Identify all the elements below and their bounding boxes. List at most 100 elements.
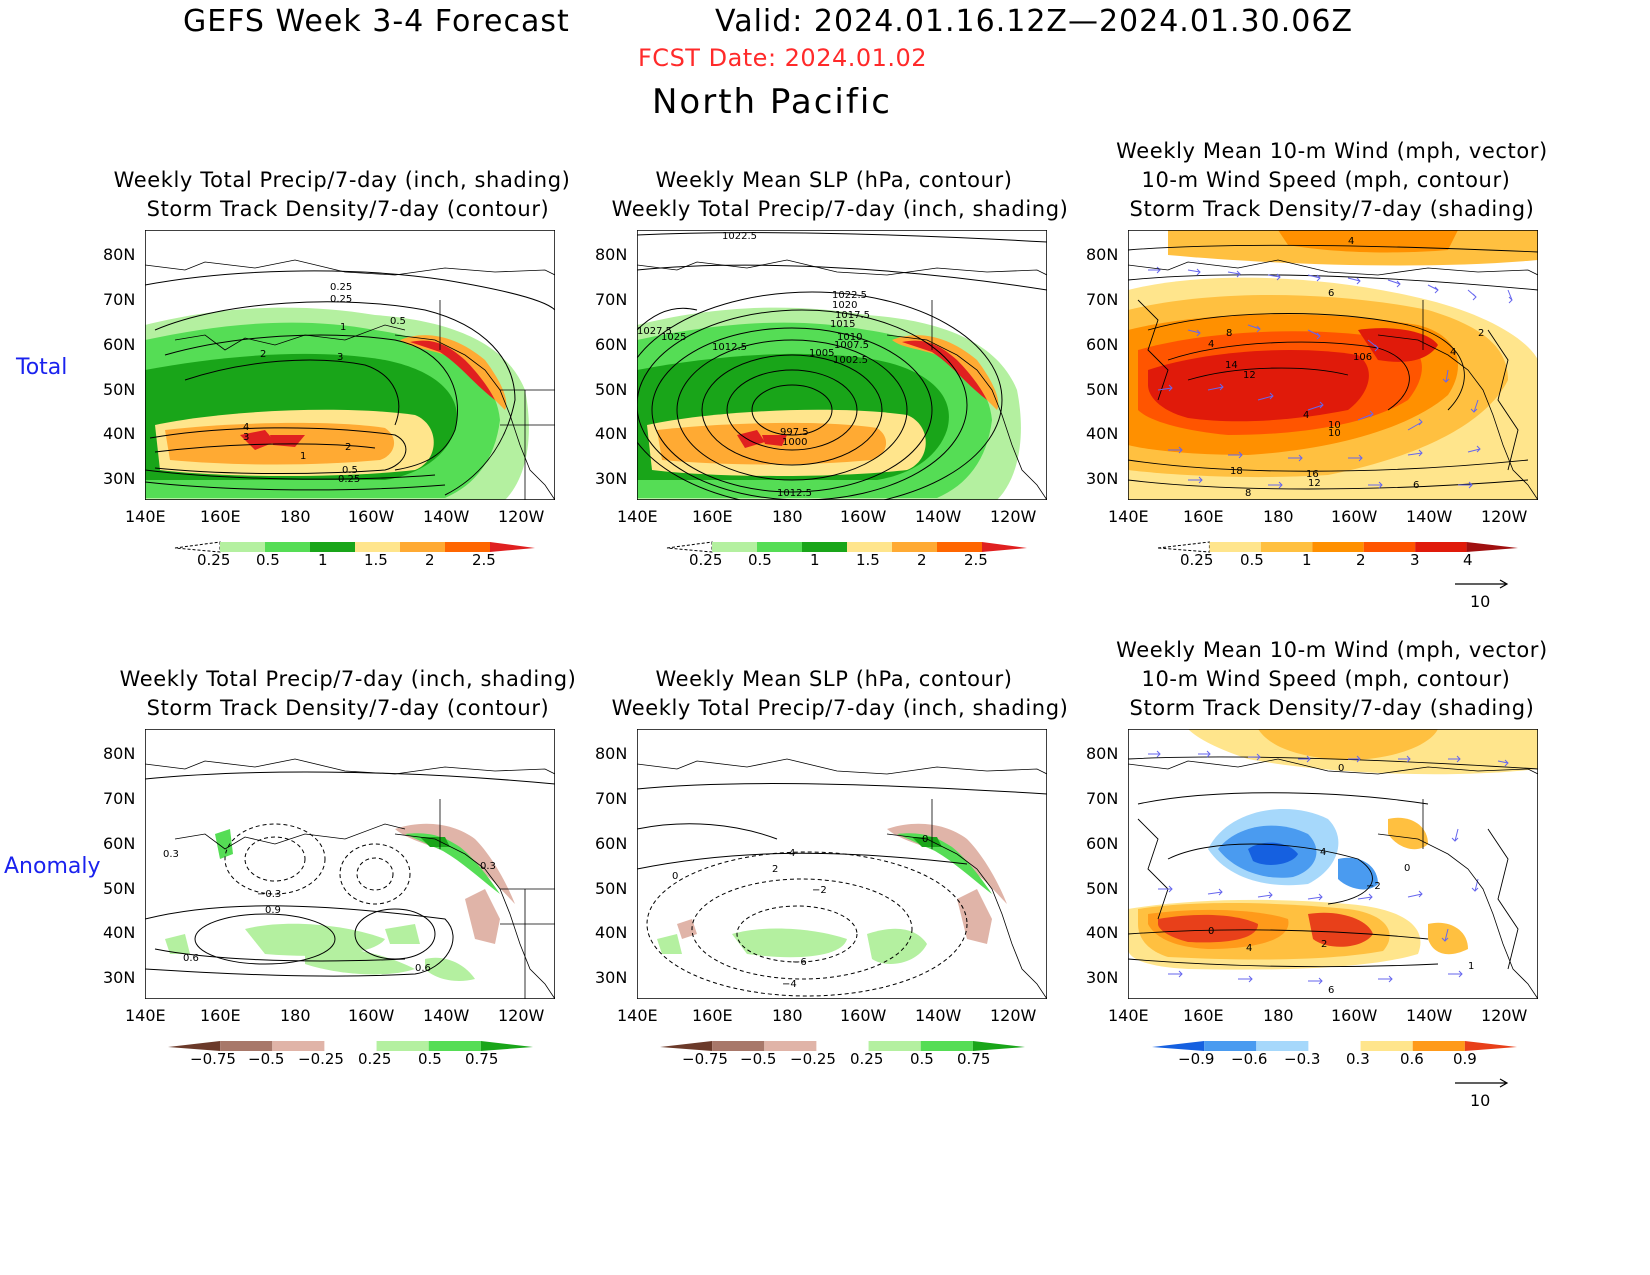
- panel-title-anom-precip-line2: Storm Track Density/7-day (contour): [146, 696, 550, 720]
- lat-tick: 70N: [1086, 789, 1119, 808]
- lat-tick: 70N: [595, 789, 628, 808]
- slp-label-4: 1015: [830, 319, 855, 330]
- colorbar-total-precip-2: [666, 541, 1027, 553]
- anomaly-wind-vectors: [1148, 750, 1509, 985]
- colorbar-label: 0.9: [1453, 1050, 1477, 1068]
- colorbar-segment: [1308, 1041, 1361, 1051]
- colorbar-segment: [1412, 1041, 1465, 1051]
- lon-tick: 160W: [840, 507, 887, 526]
- map-panel-anom-slp: 0 2 4 −2 −6 −4 0: [637, 729, 1047, 999]
- colorbar-label: 0.25: [689, 551, 723, 569]
- lat-tick: 70N: [1086, 290, 1119, 309]
- colorbar-segment: [1204, 1041, 1257, 1051]
- colorbar-label: 2: [1356, 551, 1366, 569]
- wind-label-10: 18: [1230, 466, 1243, 477]
- colorbar-anom-precip-2: [660, 1041, 1025, 1051]
- wind-anom-label-4: 2: [1321, 939, 1327, 950]
- slp-anom-label-6: 0: [922, 834, 928, 845]
- slp-label-0: 1022.5: [722, 231, 757, 242]
- wind-anom-label-8: 1: [1468, 961, 1474, 972]
- colorbar-label: 1.5: [856, 551, 880, 569]
- colorbar-label: −0.5: [248, 1050, 285, 1068]
- lat-tick: 30N: [595, 469, 628, 488]
- lat-tick: 30N: [103, 968, 136, 987]
- map-panel-anom-wind: 0 4 0 4 2 −2 0 6 1: [1128, 729, 1538, 999]
- lon-tick: 120W: [498, 1006, 545, 1025]
- panel-title-anom-wind-line1: Weekly Mean 10-m Wind (mph, vector): [1116, 638, 1548, 662]
- slp-label-9: 1002.5: [833, 355, 868, 366]
- colorbar-label: 4: [1463, 551, 1473, 569]
- lon-tick: 140E: [617, 507, 658, 526]
- colorbar-total-precip-1: [174, 541, 535, 553]
- lat-tick: 70N: [103, 290, 136, 309]
- wind-anom-label-3: 4: [1246, 943, 1252, 954]
- wind-label-7: 4: [1303, 410, 1309, 421]
- wind-anom-label-2: 0: [1208, 926, 1214, 937]
- lat-tick: 80N: [595, 245, 628, 264]
- wind-anom-label-5: −2: [1366, 881, 1381, 892]
- lon-tick: 160W: [348, 1006, 395, 1025]
- colorbar-label: 1: [318, 551, 328, 569]
- vector-reference-arrow-total: [1455, 579, 1509, 589]
- colorbar-segment: [310, 542, 355, 552]
- lon-tick: 140W: [423, 1006, 470, 1025]
- wind-label-3: 14: [1225, 360, 1238, 371]
- wind-vectors: [1148, 266, 1513, 489]
- colorbar-segment: [1152, 1041, 1205, 1051]
- contour-label-5: 3: [337, 352, 343, 363]
- wind-label-6: 4: [1208, 339, 1214, 350]
- colorbar-segment: [982, 542, 1027, 552]
- row-label-total: Total: [16, 355, 68, 380]
- lat-tick: 30N: [1086, 968, 1119, 987]
- contour-label-6: 4: [243, 422, 249, 433]
- colorbar-segment: [868, 1041, 921, 1051]
- slp-label-2: 1020: [832, 300, 857, 311]
- wind-label-11: 16: [1306, 469, 1319, 480]
- anom-label-3: 0.6: [183, 953, 199, 964]
- valid-range: Valid: 2024.01.16.12Z—2024.01.30.06Z: [715, 4, 1353, 39]
- slp-label-5: 1012.5: [712, 342, 747, 353]
- wind-label-2: 8: [1226, 328, 1232, 339]
- colorbar-anom-storm: [1152, 1041, 1517, 1051]
- colorbar-segment: [220, 542, 265, 552]
- lon-tick: 160W: [1331, 1006, 1378, 1025]
- colorbar-label: −0.25: [298, 1050, 344, 1068]
- figure-title: GEFS Week 3-4 Forecast: [183, 4, 570, 39]
- lat-tick: 30N: [103, 469, 136, 488]
- vector-reference-arrow-anomaly: [1455, 1078, 1509, 1088]
- lon-tick: 140W: [423, 507, 470, 526]
- slp-anom-label-5: −4: [782, 979, 797, 990]
- colorbar-label: 2: [917, 551, 927, 569]
- lon-tick: 180: [280, 1006, 311, 1025]
- colorbar-segment: [660, 1041, 713, 1051]
- lat-tick: 70N: [595, 290, 628, 309]
- slp-anom-label-2: 4: [789, 848, 795, 859]
- panel-title-anom-slp-line1: Weekly Mean SLP (hPa, contour): [655, 667, 1013, 691]
- map-panel-anom-precip: 0.3 −0.3 0.9 0.6 0.6 0.3: [145, 729, 555, 999]
- colorbar-label: −0.25: [790, 1050, 836, 1068]
- wind-label-9: 10: [1328, 428, 1341, 439]
- colorbar-segment: [920, 1041, 973, 1051]
- lat-tick: 50N: [595, 879, 628, 898]
- colorbar-segment: [1260, 542, 1313, 552]
- colorbar-label: −0.9: [1178, 1050, 1215, 1068]
- lon-tick: 120W: [1481, 507, 1528, 526]
- colorbar-segment: [757, 542, 802, 552]
- lon-tick: 160W: [1331, 507, 1378, 526]
- contour-label-7: 3: [243, 432, 249, 443]
- colorbar-segment: [712, 542, 757, 552]
- lat-tick: 60N: [595, 335, 628, 354]
- colorbar-segment: [272, 1041, 325, 1051]
- forecast-date: FCST Date: 2024.01.02: [638, 44, 928, 72]
- colorbar-label: −0.5: [740, 1050, 777, 1068]
- colorbar-segment: [802, 542, 847, 552]
- lat-tick: 30N: [1086, 469, 1119, 488]
- row-label-anomaly: Anomaly: [4, 854, 101, 879]
- lat-tick: 60N: [103, 335, 136, 354]
- contour-label-9: 1: [300, 451, 306, 462]
- colorbar-anom-precip-1: [168, 1041, 533, 1051]
- lon-tick: 140W: [915, 1006, 962, 1025]
- lat-tick: 50N: [103, 879, 136, 898]
- slp-label-3: 1017.5: [835, 310, 870, 321]
- contour-label-3: 1: [340, 322, 346, 333]
